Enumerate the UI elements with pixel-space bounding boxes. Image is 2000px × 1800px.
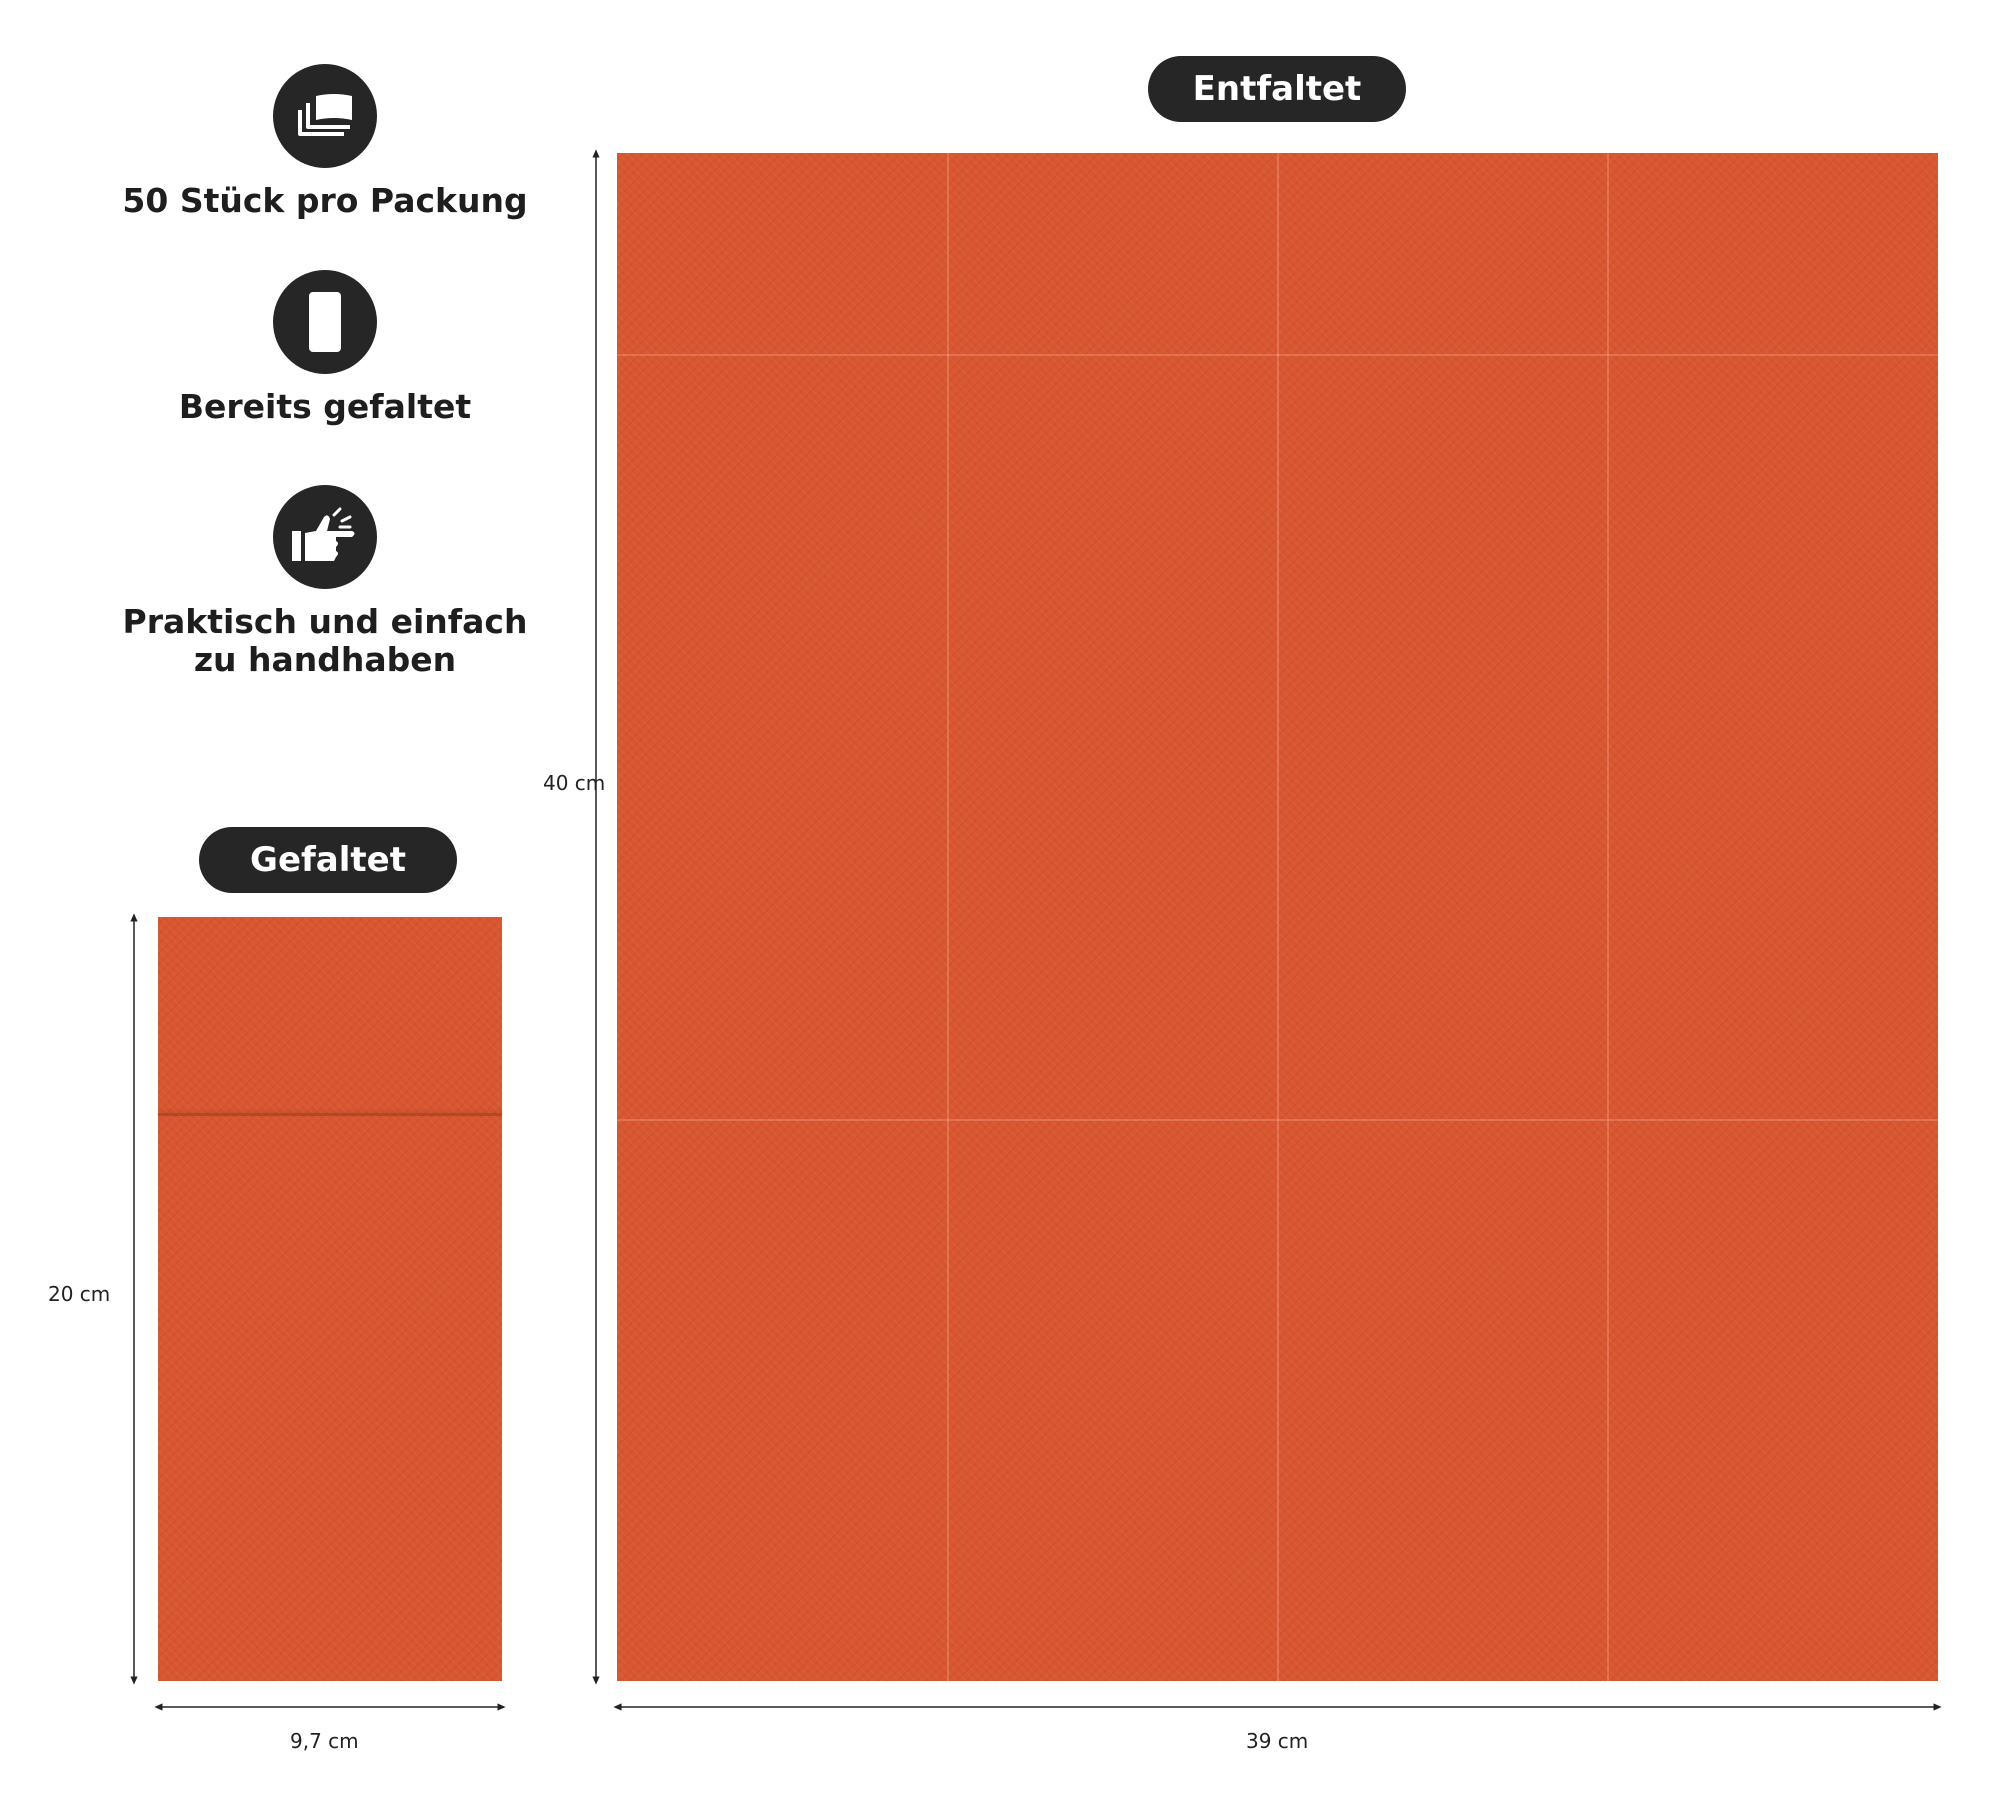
unfolded-napkin [617, 153, 1938, 1681]
pocket-edge [158, 1113, 502, 1116]
feature-prefolded: Bereits gefaltet [80, 270, 570, 426]
stacked-sheets-icon [273, 64, 377, 168]
unfolded-title: Entfaltet [1192, 69, 1362, 109]
unfolded-height-label: 40 cm [543, 771, 606, 795]
fold-line [1277, 153, 1279, 1681]
feature-label: 50 Stück pro Packung [122, 181, 528, 220]
feature-label: Bereits gefaltet [178, 387, 472, 426]
folded-width-label: 9,7 cm [290, 1729, 359, 1753]
folded-napkin-icon [273, 270, 377, 374]
folded-title: Gefaltet [250, 840, 406, 880]
feature-package-count: 50 Stück pro Packung [80, 64, 570, 220]
fold-line [947, 153, 949, 1681]
feature-easy-handling: Praktisch und einfach zu handhaben [80, 485, 570, 679]
fold-line [617, 1119, 1938, 1121]
folded-napkin [158, 917, 502, 1681]
hand-pointing-icon [273, 485, 377, 589]
unfolded-width-label: 39 cm [1246, 1729, 1309, 1753]
feature-label-line1: Praktisch und einfach [122, 602, 528, 641]
feature-label: Praktisch und einfach zu handhaben [80, 603, 570, 679]
unfolded-title-badge: Entfaltet [1148, 56, 1406, 122]
fold-line [1607, 153, 1609, 1681]
folded-height-label: 20 cm [48, 1282, 111, 1306]
folded-title-badge: Gefaltet [199, 827, 457, 893]
feature-label-line2: zu handhaben [193, 640, 457, 679]
fold-line [617, 354, 1938, 356]
